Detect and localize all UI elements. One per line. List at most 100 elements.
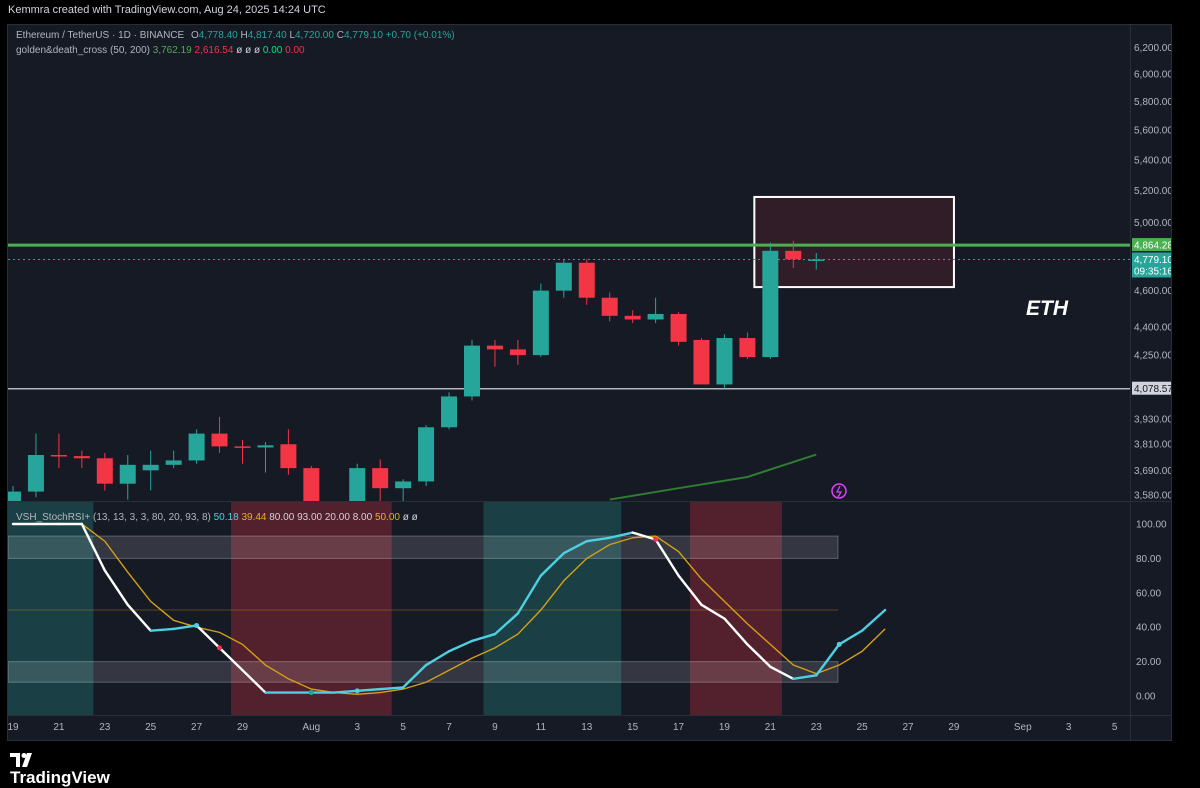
high-label: H [240,30,248,41]
candle[interactable] [739,338,756,358]
stoch-k-segment [677,574,703,607]
candle[interactable] [441,396,458,428]
candle[interactable] [693,339,710,385]
candle[interactable] [762,250,779,358]
candle[interactable] [647,313,664,320]
candle[interactable] [349,468,366,501]
stoch-k-segment [218,646,244,672]
stoch-k-segment [379,686,405,691]
tradingview-logo[interactable]: TradingView [10,752,110,788]
candle[interactable] [8,491,21,501]
symbol-legend[interactable]: Ethereum / TetherUS · 1D · BINANCE O 4,77… [16,30,455,41]
ma-legend[interactable]: golden&death_cross (50, 200) 3,762.19 2,… [16,45,305,56]
stoch-k-segment [195,624,221,650]
candle[interactable] [578,262,595,298]
close-value: 4,779.10 [343,30,383,41]
candle[interactable] [280,444,297,469]
candle[interactable] [395,481,412,489]
candle[interactable] [785,250,802,260]
candle[interactable] [50,455,67,457]
candle[interactable] [601,297,618,316]
candle[interactable] [142,464,159,471]
target-box[interactable] [753,195,955,289]
stoch-d-line[interactable] [13,523,886,695]
stoch-k-segment [815,643,841,677]
eth-annotation[interactable]: ETH [1026,297,1069,320]
ma-value-4: 0.00 [262,45,283,56]
candle[interactable] [165,460,182,465]
alert-icon[interactable] [831,483,847,499]
time-tick-label: 19 [8,722,19,733]
ma-value-1: 3,762.19 [152,45,192,56]
symbol-name[interactable]: Ethereum / TetherUS · 1D · BINANCE [16,30,185,41]
price-tick-label: 5,800.00 [1134,97,1171,108]
time-tick-label: 27 [902,722,914,733]
time-tick-label: 25 [145,722,157,733]
resistance-price-tag: 4,864.28 [1134,241,1171,252]
candle[interactable] [211,433,228,447]
candle[interactable] [418,427,435,482]
close-label: C [336,30,344,41]
candle[interactable] [372,468,389,489]
candle[interactable] [188,433,205,461]
ma-line[interactable] [609,453,817,501]
stoch-zone-overbought [8,502,94,715]
candle[interactable] [486,345,503,350]
candle[interactable] [555,262,572,291]
ma-value-5: 0.00 [285,45,305,56]
price-tick-label: 5,200.00 [1134,186,1171,197]
candle[interactable] [716,338,733,385]
time-tick-label: 21 [765,722,777,733]
time-tick-label: 11 [536,722,547,733]
stoch-tick-label: 60.00 [1136,588,1161,599]
stoch-k-segment [631,531,657,541]
stoch-k-segment [562,540,588,555]
stoch-k-segment [470,632,497,643]
candle[interactable] [464,345,480,397]
stoch-k-segment [792,674,818,680]
candle[interactable] [73,456,90,459]
stoch-cross-dot [308,690,314,696]
stoch-cross-dot [194,622,200,628]
stoch-k-segment [608,531,634,539]
candle[interactable] [509,349,526,356]
candle[interactable] [234,446,251,448]
candle[interactable] [670,313,687,342]
low-label: L [289,30,295,41]
stoch-value-2: 39.44 [241,512,267,523]
candle[interactable] [27,455,44,492]
stoch-k-segment [447,639,474,653]
price-tick-label: 3,810.00 [1134,440,1171,451]
candle[interactable] [257,445,274,448]
support-price-tag-bg [1132,381,1171,395]
candle[interactable] [303,468,320,501]
stoch-tick-label: 100.00 [1136,520,1167,531]
price-chart[interactable]: ETH 6,200.00 6,000.00 5,800.00 5,600.00 5,400… [8,25,1171,740]
stoch-k-segment [356,687,382,693]
time-tick-label: 3 [1066,722,1072,733]
stoch-cross-dot [653,536,659,542]
resistance-price-tag-bg [1132,238,1171,252]
open-label: O [190,30,199,41]
stoch-value-5: 20.00 [324,512,350,523]
stoch-legend-name[interactable]: VSH_StochRSI+ (13, 13, 3, 3, 80, 20, 93,… [16,512,211,523]
stoch-k-segment [172,624,198,631]
chart-frame[interactable]: ETH 6,200.00 6,000.00 5,800.00 5,600.00 5,400… [7,24,1172,741]
price-tick-label: 3,690.00 [1134,466,1171,477]
candle[interactable] [96,458,113,484]
stoch-k-segment [723,617,749,646]
stoch-k-segment [516,574,543,615]
stoch-cross-dot [217,645,223,651]
stoch-k-segment [746,643,772,668]
price-tick-label: 4,600.00 [1134,286,1171,297]
price-tick-label: 5,000.00 [1134,218,1171,229]
ma-value-2: 2,616.54 [194,45,234,56]
stoch-k-segment [654,538,680,577]
ma-legend-name[interactable]: golden&death_cross (50, 200) [16,45,150,56]
candle[interactable] [808,259,825,261]
candle[interactable] [119,464,136,484]
candle[interactable] [532,290,549,356]
candle[interactable] [624,315,641,320]
time-tick-label: Sep [1014,722,1032,733]
stoch-legend[interactable]: VSH_StochRSI+ (13, 13, 3, 3, 80, 20, 93,… [16,512,418,523]
